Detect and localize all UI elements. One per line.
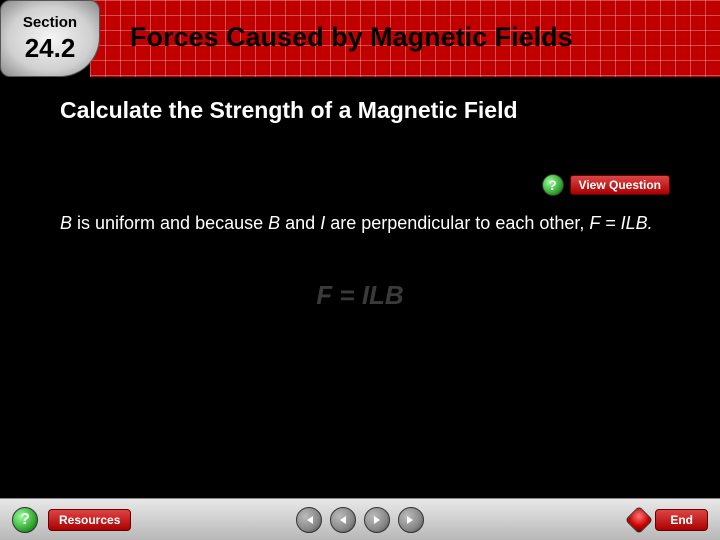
last-icon — [405, 514, 417, 526]
nav-last-button[interactable] — [398, 507, 424, 533]
view-question-label: View Question — [570, 175, 670, 195]
footer-nav — [296, 507, 424, 533]
next-icon — [371, 514, 383, 526]
var-b2: B — [268, 213, 280, 233]
section-badge: Section 24.2 — [0, 0, 100, 77]
footer-left: ? Resources — [12, 507, 131, 533]
footer-bar: ? Resources End — [0, 498, 720, 540]
first-icon — [303, 514, 315, 526]
nav-prev-button[interactable] — [330, 507, 356, 533]
content-area: Calculate the Strength of a Magnetic Fie… — [0, 77, 720, 311]
subtitle: Calculate the Strength of a Magnetic Fie… — [60, 97, 660, 124]
formula-display: F = ILB — [60, 280, 660, 311]
stop-icon — [625, 505, 653, 533]
question-mark-icon: ? — [542, 174, 564, 196]
body-text: B is uniform and because B and I are per… — [60, 211, 660, 235]
resources-button[interactable]: Resources — [48, 509, 131, 531]
nav-next-button[interactable] — [364, 507, 390, 533]
header-title: Forces Caused by Magnetic Fields — [130, 22, 573, 53]
var-b1: B — [60, 213, 72, 233]
formula-inline: F = ILB. — [589, 213, 652, 233]
view-question-button[interactable]: ? View Question — [542, 174, 670, 196]
end-button[interactable]: End — [629, 509, 708, 531]
section-label: Section — [23, 14, 77, 31]
help-icon[interactable]: ? — [12, 507, 38, 533]
end-label: End — [655, 509, 708, 531]
view-question-row: ? View Question — [60, 174, 670, 196]
slide-header: Section 24.2 Forces Caused by Magnetic F… — [0, 0, 720, 77]
prev-icon — [337, 514, 349, 526]
nav-first-button[interactable] — [296, 507, 322, 533]
section-number: 24.2 — [25, 33, 76, 64]
